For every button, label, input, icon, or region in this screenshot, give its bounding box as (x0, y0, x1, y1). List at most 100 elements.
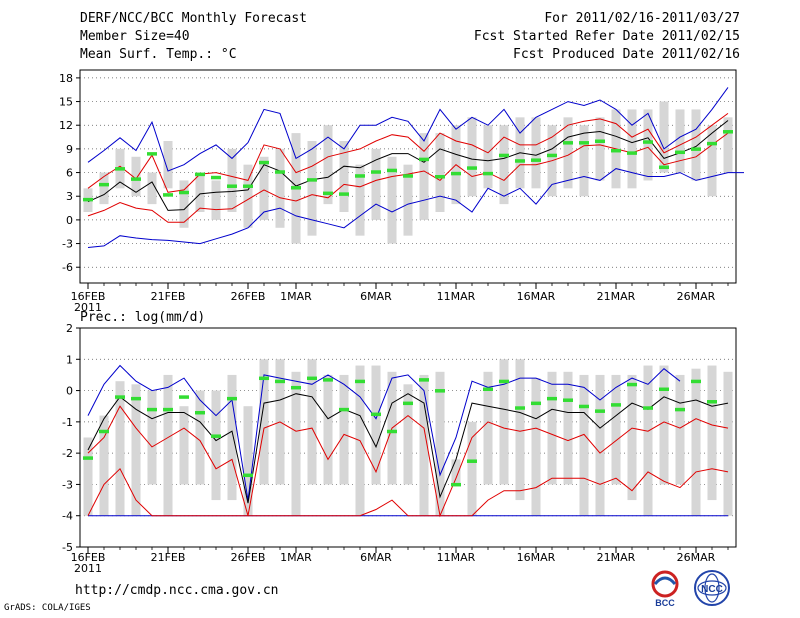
observed-marker (451, 171, 461, 176)
observed-marker (227, 396, 237, 401)
spread-box (627, 109, 637, 189)
spread-box (547, 371, 557, 485)
spread-box (659, 101, 669, 173)
x-tick-label: 16FEB (71, 290, 106, 303)
spread-box (435, 371, 445, 516)
spread-box (355, 164, 365, 236)
x-tick-label: 21MAR (597, 290, 636, 303)
observed-marker (419, 378, 429, 382)
observed-marker (259, 160, 269, 165)
x-tick-label: 21FEB (151, 290, 186, 303)
spread-box (483, 371, 493, 485)
inner-high-line (87, 112, 729, 193)
observed-marker (323, 191, 333, 196)
observed-marker (563, 398, 573, 402)
y-tick-label: -5 (62, 541, 73, 554)
source-url[interactable]: http://cmdp.ncc.cma.gov.cn (75, 583, 279, 598)
spread-box (259, 156, 269, 220)
observed-marker (163, 407, 173, 412)
observed-marker (499, 379, 509, 384)
grads-credit: GrADS: COLA/IGES (4, 603, 91, 613)
observed-marker (355, 379, 365, 384)
observed-marker (147, 152, 157, 156)
spread-box (339, 374, 349, 485)
spread-box (371, 148, 381, 220)
spread-box (371, 365, 381, 485)
observed-marker (355, 174, 365, 178)
x-tick-label: 16MAR (517, 290, 556, 303)
spread-box (307, 141, 317, 236)
forecast-period: For 2011/02/16-2011/03/27 (544, 11, 740, 26)
spread-box (707, 365, 717, 501)
observed-marker (275, 379, 285, 384)
inner-low-line (87, 132, 729, 223)
observed-marker (179, 395, 189, 399)
outer-high-line (87, 87, 729, 172)
ncc-logo-text: NCC (701, 584, 723, 595)
spread-box (291, 371, 301, 516)
spread-box (643, 109, 653, 181)
x-tick-label: 26FEB (231, 290, 266, 303)
spread-box (563, 117, 573, 189)
observed-marker (675, 150, 685, 155)
spread-box (419, 374, 429, 516)
observed-marker (163, 193, 173, 197)
spread-box (323, 125, 333, 205)
observed-marker (579, 141, 589, 145)
observed-marker (291, 186, 301, 190)
spread-box (163, 141, 173, 189)
observed-marker (531, 401, 541, 406)
spread-box (579, 125, 589, 197)
y-tick-label: 2 (66, 322, 73, 335)
observed-marker (195, 410, 205, 415)
observed-marker (99, 429, 109, 434)
median-line (87, 120, 729, 211)
observed-marker (643, 406, 653, 410)
spread-box (579, 374, 589, 516)
observed-marker (467, 459, 477, 463)
y-tick-label: 3 (66, 190, 73, 203)
observed-marker (531, 158, 541, 162)
observed-marker (707, 400, 717, 404)
observed-marker (611, 148, 621, 153)
spread-box (275, 148, 285, 228)
observed-marker (707, 141, 717, 146)
spread-box (83, 437, 93, 516)
y-tick-label: 1 (66, 353, 73, 366)
spread-box (611, 374, 621, 485)
observed-marker (307, 376, 317, 381)
x-tick-label: 26FEB (231, 551, 266, 564)
inner-high-line (87, 405, 729, 518)
observed-marker (547, 153, 557, 158)
x-tick-label: 16FEB (71, 551, 106, 564)
spread-box (115, 381, 125, 516)
observed-marker (227, 184, 237, 188)
spread-box (179, 406, 189, 485)
observed-marker (627, 382, 637, 387)
observed-marker (307, 178, 317, 182)
x-tick-label: 11MAR (437, 551, 476, 564)
x-tick-label: 21FEB (151, 551, 186, 564)
spread-box (179, 180, 189, 228)
observed-marker (499, 153, 509, 158)
x-tick-label: 26MAR (677, 290, 716, 303)
spread-box (691, 368, 701, 516)
y-tick-label: 0 (66, 214, 73, 227)
observed-marker (323, 378, 333, 382)
spread-box (499, 125, 509, 205)
observed-marker (659, 165, 669, 170)
spread-box (227, 374, 237, 501)
observed-marker (483, 171, 493, 176)
observed-marker (627, 151, 637, 155)
observed-marker (595, 409, 605, 413)
outer-high-line (87, 364, 681, 501)
bcc-logo: BCC (651, 570, 679, 608)
x-tick-label: 11MAR (437, 290, 476, 303)
x-tick-label: 6MAR (360, 551, 392, 564)
observed-marker (115, 395, 125, 399)
observed-marker (83, 197, 93, 202)
inner-low-line (87, 467, 729, 517)
x-tick-label: 6MAR (360, 290, 392, 303)
member-size: Member Size=40 (80, 29, 190, 44)
